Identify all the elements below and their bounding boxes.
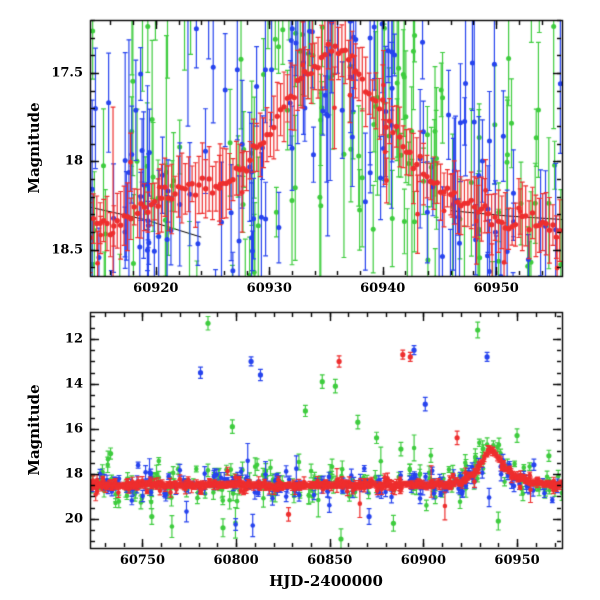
x-axis-title: HJD-2400000	[269, 572, 383, 590]
y-tick-label: 17.5	[51, 65, 83, 81]
x-tick-label: 60850	[307, 553, 353, 568]
y-tick-label: 12	[64, 331, 83, 347]
x-tick-label: 60930	[246, 281, 292, 296]
x-tick-label: 60940	[360, 281, 406, 296]
x-tick-label: 60950	[473, 281, 519, 296]
y-tick-label: 18	[64, 466, 83, 482]
x-tick-label: 60800	[213, 553, 259, 568]
x-tick-label: 60900	[400, 553, 447, 568]
y-tick-label: 18.5	[51, 242, 83, 258]
y-tick-label: 18	[64, 153, 83, 169]
x-tick-label: 60920	[133, 281, 179, 296]
top-panel-y-axis-title: Magnitude	[25, 102, 43, 194]
y-tick-label: 20	[64, 511, 83, 527]
y-tick-label: 16	[64, 421, 83, 437]
x-tick-label: 60750	[119, 553, 166, 568]
x-tick-label: 60950	[494, 553, 540, 568]
bottom-panel-y-axis-title: Magnitude	[25, 384, 43, 476]
y-tick-label: 14	[64, 376, 83, 392]
